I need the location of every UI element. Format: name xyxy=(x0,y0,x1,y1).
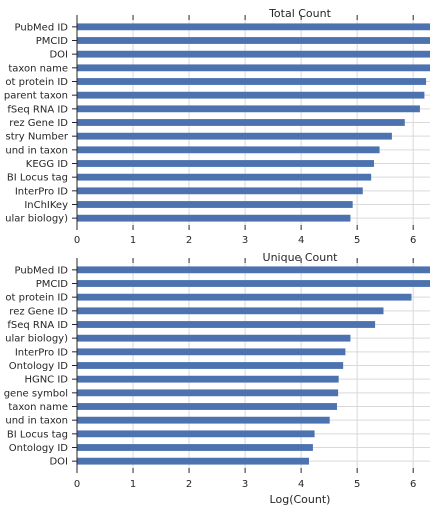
bar xyxy=(77,146,380,154)
y-tick-label: und in taxon xyxy=(5,416,68,427)
y-tick-label: ot protein ID xyxy=(5,77,68,88)
y-tick-label: PubMed ID xyxy=(15,265,69,276)
y-tick-label: und in taxon xyxy=(5,145,68,156)
bar xyxy=(77,160,374,167)
bar xyxy=(77,105,420,113)
bar xyxy=(77,334,351,342)
y-tick-label: rez Gene ID xyxy=(9,306,68,317)
x-tick-label: 3 xyxy=(242,235,248,246)
chart-title: Unique Count xyxy=(263,251,339,264)
x-tick-label: 2 xyxy=(186,479,192,490)
bar xyxy=(77,321,376,328)
y-tick-label: PMCID xyxy=(36,36,69,47)
bar xyxy=(77,64,430,72)
x-tick-label: 0 xyxy=(74,479,80,490)
bar xyxy=(77,214,351,222)
x-tick-label: 2 xyxy=(186,235,192,246)
bar xyxy=(77,375,339,383)
y-tick-label: ular biology) xyxy=(5,214,68,225)
bar xyxy=(77,119,405,126)
bar xyxy=(77,430,315,438)
y-tick-label: taxon name xyxy=(8,402,68,413)
bar xyxy=(77,348,346,356)
bar xyxy=(77,132,392,140)
x-tick-label: 4 xyxy=(298,479,304,490)
chart-title: Total Count xyxy=(268,7,332,20)
y-tick-label: PubMed ID xyxy=(15,22,69,33)
y-tick-label: InChIKey xyxy=(24,200,68,211)
x-tick-label: 1 xyxy=(130,479,136,490)
bar xyxy=(77,187,363,195)
bar xyxy=(77,416,330,424)
x-tick-label: 3 xyxy=(242,479,248,490)
y-tick-label: BI Locus tag xyxy=(7,429,68,440)
bar xyxy=(77,78,427,85)
bar xyxy=(77,23,430,31)
unique-count-panel: Unique Count Log(Count) 0 1 2 3 4 5 6 PubMed ID… xyxy=(4,251,430,506)
y-tick-label: fSeq RNA ID xyxy=(7,320,68,331)
y-tick-label: PMCID xyxy=(36,279,69,290)
x-tick-label: 1 xyxy=(130,235,136,246)
x-tick-label: 6 xyxy=(410,479,416,490)
bar xyxy=(77,362,344,369)
x-tick-label: 5 xyxy=(354,479,360,490)
y-tick-label: InterPro ID xyxy=(15,186,68,197)
y-tick-label: gene symbol xyxy=(4,388,68,399)
bar xyxy=(77,201,353,208)
bar xyxy=(77,173,372,181)
y-tick-label: taxon name xyxy=(8,63,68,74)
bar xyxy=(77,37,430,44)
y-tick-label: ular biology) xyxy=(5,334,68,345)
y-tick-label: HGNC ID xyxy=(24,375,68,386)
bar xyxy=(77,307,384,315)
y-tick-label: parent taxon xyxy=(4,91,68,102)
bar xyxy=(77,266,430,274)
y-tick-label: DOI xyxy=(49,50,68,61)
x-tick-label: 4 xyxy=(298,235,304,246)
y-tick-label: ot protein ID xyxy=(5,293,68,304)
bar xyxy=(77,403,337,410)
y-tick-label: KEGG ID xyxy=(26,159,69,170)
x-tick-label: 5 xyxy=(354,235,360,246)
x-tick-label: 0 xyxy=(74,235,80,246)
y-tick-label: Ontology ID xyxy=(9,361,69,372)
y-tick-label: DOI xyxy=(49,457,68,468)
y-tick-label: fSeq RNA ID xyxy=(7,104,68,115)
bar xyxy=(77,293,412,301)
y-tick-label: Ontology ID xyxy=(9,443,69,454)
y-tick-label: BI Locus tag xyxy=(7,173,68,184)
x-tick-label: 6 xyxy=(410,235,416,246)
y-tick-label: rez Gene ID xyxy=(9,118,68,129)
total-count-panel: Total Count 0 1 2 3 4 5 6 PubMed ID PMCID DOI taxo… xyxy=(4,7,430,246)
bar xyxy=(77,444,313,451)
bar xyxy=(77,50,430,58)
bar xyxy=(77,389,339,397)
bar xyxy=(77,91,425,99)
y-tick-label: stry Number xyxy=(5,132,68,143)
x-axis-label: Log(Count) xyxy=(270,493,331,506)
bar xyxy=(77,457,309,465)
y-tick-label: InterPro ID xyxy=(15,347,68,358)
bar xyxy=(77,280,430,287)
